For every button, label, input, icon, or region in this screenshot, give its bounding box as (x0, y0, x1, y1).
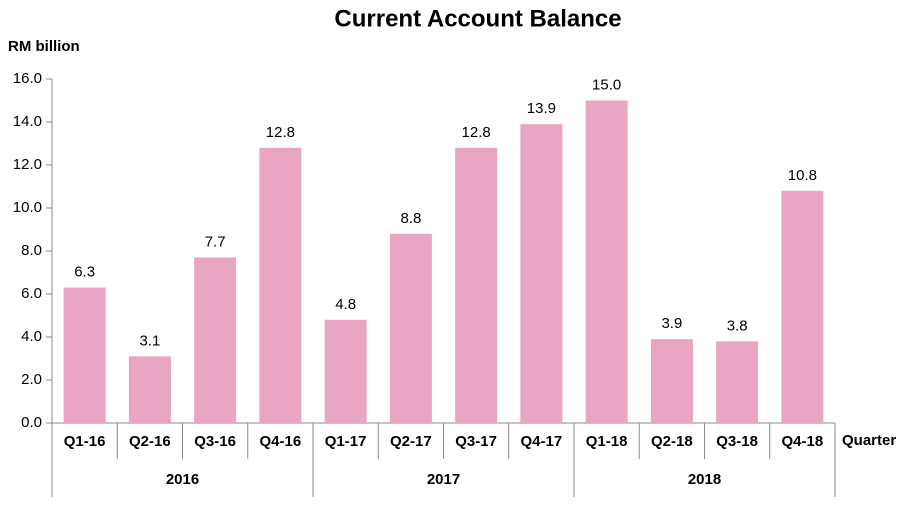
y-tick-label: 10.0 (13, 199, 42, 216)
bar (455, 147, 498, 424)
group-label: 2018 (688, 471, 721, 488)
x-tick-label: Q2-18 (651, 433, 693, 450)
value-label: 3.8 (727, 317, 748, 334)
x-tick-label: Q4-17 (521, 433, 563, 450)
bar (585, 100, 628, 423)
y-tick-label: 2.0 (21, 371, 42, 388)
value-label: 15.0 (592, 76, 621, 93)
x-tick-label: Q2-17 (390, 433, 432, 450)
x-axis-label: Quarter (842, 432, 896, 449)
x-tick-label: Q3-17 (455, 433, 497, 450)
y-axis-label: RM billion (8, 38, 80, 55)
bar (781, 190, 824, 423)
value-label: 4.8 (335, 296, 356, 313)
y-tick-label: 6.0 (21, 285, 42, 302)
bar (716, 341, 759, 423)
y-tick-label: 12.0 (13, 156, 42, 173)
x-tick-label: Q1-17 (325, 433, 367, 450)
bar (259, 147, 302, 424)
value-label: 7.7 (205, 233, 226, 250)
bar (650, 339, 693, 423)
x-tick-label: Q1-16 (64, 433, 106, 450)
group-label: 2017 (427, 471, 460, 488)
chart-title: Current Account Balance (334, 5, 621, 32)
y-tick-label: 8.0 (21, 242, 42, 259)
value-label: 6.3 (74, 264, 95, 281)
x-tick-label: Q4-18 (782, 433, 824, 450)
value-label: 12.8 (266, 124, 295, 141)
bar (194, 257, 237, 423)
bar (128, 356, 171, 423)
value-label: 13.9 (527, 100, 556, 117)
bar (324, 319, 367, 423)
value-label: 10.8 (788, 167, 817, 184)
x-tick-label: Q4-16 (260, 433, 302, 450)
bar (389, 233, 432, 423)
value-label: 8.8 (400, 210, 421, 227)
value-label: 12.8 (462, 124, 491, 141)
x-tick-label: Q1-18 (586, 433, 628, 450)
bar (63, 287, 106, 423)
x-tick-label: Q3-16 (194, 433, 236, 450)
bar (520, 124, 563, 424)
group-label: 2016 (166, 471, 199, 488)
y-tick-label: 4.0 (21, 328, 42, 345)
y-tick-label: 0.0 (21, 414, 42, 431)
y-tick-label: 16.0 (13, 70, 42, 87)
y-tick-label: 14.0 (13, 113, 42, 130)
x-tick-label: Q3-18 (716, 433, 758, 450)
value-label: 3.1 (139, 332, 160, 349)
value-label: 3.9 (661, 315, 682, 332)
x-tick-label: Q2-16 (129, 433, 171, 450)
